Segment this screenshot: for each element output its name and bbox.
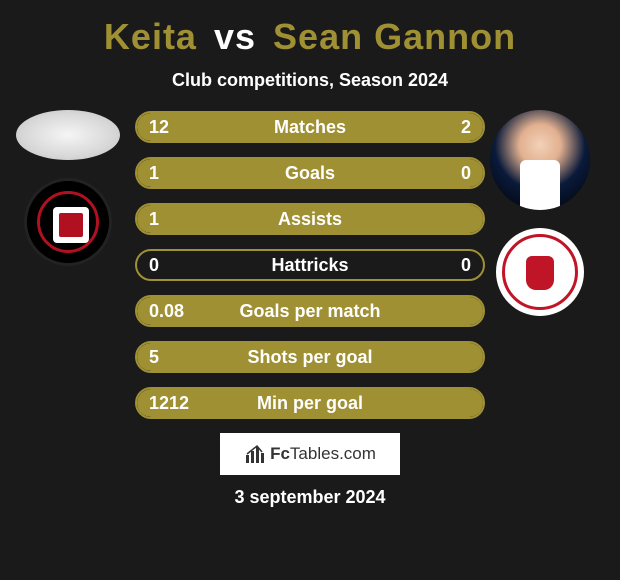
stats-list: 12Matches21Goals01Assists0Hattricks00.08… xyxy=(135,111,485,419)
stat-row: 5Shots per goal xyxy=(135,341,485,373)
stat-label: Shots per goal xyxy=(137,343,483,371)
stat-label: Assists xyxy=(137,205,483,233)
stat-value-right: 2 xyxy=(461,113,471,141)
stat-row: 0Hattricks0 xyxy=(135,249,485,281)
stat-label: Hattricks xyxy=(137,251,483,279)
stat-row: 12Matches2 xyxy=(135,111,485,143)
crest-icon xyxy=(53,207,89,243)
footer-date: 3 september 2024 xyxy=(0,487,620,508)
stat-row: 1212Min per goal xyxy=(135,387,485,419)
stat-value-right: 0 xyxy=(461,251,471,279)
stat-row: 1Goals0 xyxy=(135,157,485,189)
player1-club-badge xyxy=(24,178,112,266)
comparison-card: Keita vs Sean Gannon Club competitions, … xyxy=(0,0,620,580)
stat-value-right: 0 xyxy=(461,159,471,187)
player1-avatar xyxy=(16,110,120,160)
player2-column xyxy=(480,110,600,316)
crest-icon xyxy=(526,256,554,290)
stat-label: Goals xyxy=(137,159,483,187)
stat-row: 1Assists xyxy=(135,203,485,235)
stat-label: Goals per match xyxy=(137,297,483,325)
player2-name: Sean Gannon xyxy=(273,16,516,57)
player1-name: Keita xyxy=(104,16,197,57)
chart-icon xyxy=(244,443,266,465)
stat-label: Min per goal xyxy=(137,389,483,417)
brand-logo: FcTables.com xyxy=(220,433,400,475)
vs-label: vs xyxy=(214,16,256,57)
subtitle: Club competitions, Season 2024 xyxy=(0,70,620,91)
stat-row: 0.08Goals per match xyxy=(135,295,485,327)
player2-avatar xyxy=(490,110,590,210)
brand-text: FcTables.com xyxy=(270,444,376,464)
player1-column xyxy=(8,110,128,266)
stat-label: Matches xyxy=(137,113,483,141)
player2-club-badge xyxy=(496,228,584,316)
page-title: Keita vs Sean Gannon xyxy=(0,16,620,58)
